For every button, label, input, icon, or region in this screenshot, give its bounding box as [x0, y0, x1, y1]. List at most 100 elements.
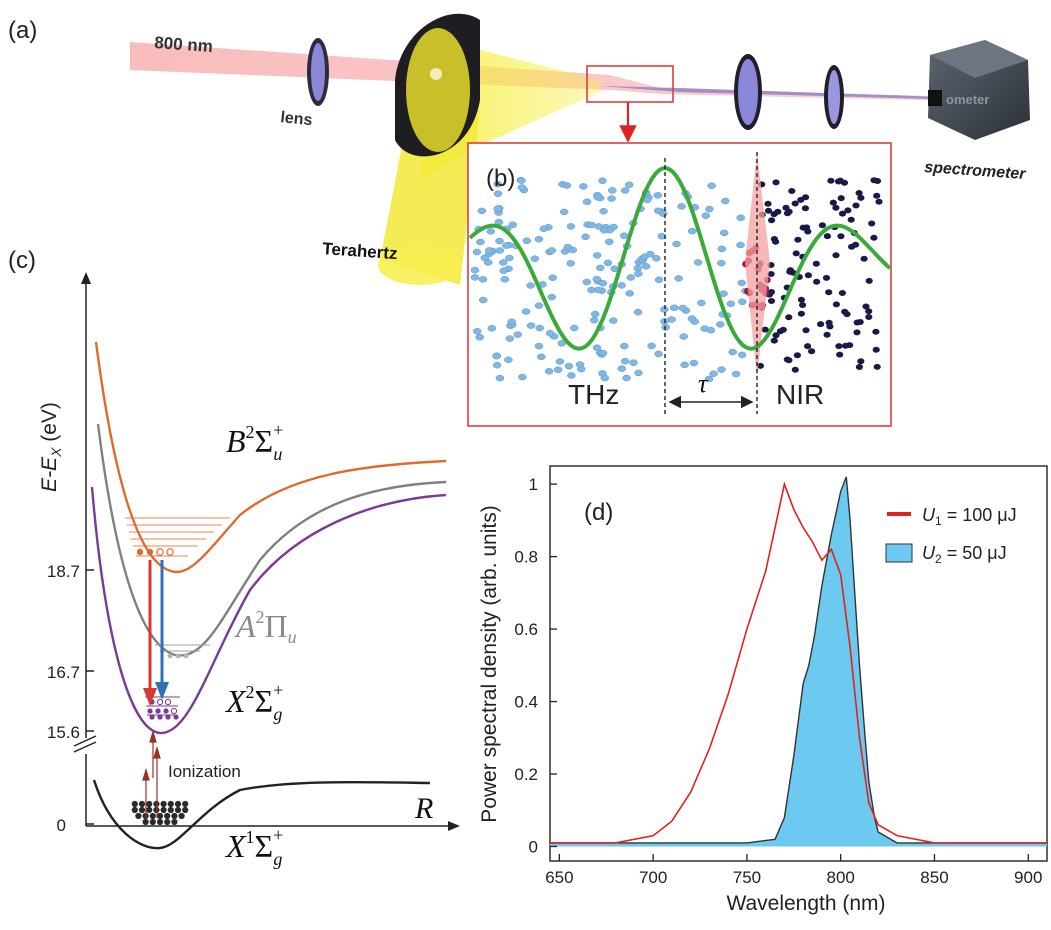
ground-state-parity: + — [273, 825, 283, 845]
thz-particle — [526, 322, 536, 329]
lens-label: lens — [280, 109, 314, 129]
ground-state-symmetry: g — [273, 849, 282, 869]
thz-particle — [617, 365, 627, 372]
x-tick-label: 850 — [920, 868, 948, 887]
y-axis-title: Power spectral density (arb. units) — [478, 505, 501, 822]
b-state-parity: + — [273, 420, 283, 440]
thz-particle — [619, 232, 629, 240]
nir-particle — [875, 198, 883, 205]
thz-particle — [737, 279, 746, 287]
thz-particle — [738, 298, 747, 306]
legend-label-series1: U1 = 100 μJ — [922, 505, 1017, 528]
thz-particle — [622, 374, 631, 382]
thz-particle — [634, 369, 643, 377]
nir-particle — [817, 321, 825, 328]
thz-particle — [534, 302, 544, 309]
nir-particle — [857, 194, 865, 201]
x-state-multiplicity: 2 — [246, 682, 255, 702]
thz-particle — [607, 195, 616, 202]
nir-particle — [836, 177, 844, 184]
lens-glass — [311, 43, 325, 101]
plot-frame — [549, 465, 1048, 862]
thz-particle — [539, 225, 549, 232]
legend-rest-1: = 100 μJ — [942, 505, 1017, 525]
legend-var-1: U — [922, 505, 936, 525]
thz-particle — [582, 278, 592, 286]
thz-particle — [736, 214, 745, 222]
thz-particle — [499, 259, 508, 266]
ground-particle — [142, 818, 149, 826]
thz-particle — [737, 351, 747, 359]
focus-region-box — [586, 65, 674, 103]
nir-particle — [772, 179, 780, 186]
thz-particle — [609, 317, 618, 324]
tick-label: 16.7 — [47, 663, 80, 682]
nir-particle — [873, 192, 881, 199]
thz-particle — [672, 240, 681, 248]
filter-lens-icon — [824, 65, 844, 129]
ground-particle — [174, 806, 182, 814]
thz-particle — [534, 342, 544, 350]
ground-particle — [149, 812, 156, 820]
thz-particle — [654, 350, 663, 358]
b-state-symmetry: u — [273, 444, 282, 464]
legend-var-2: U — [922, 543, 936, 563]
panel-b-inset: τ THz NIR (b) — [467, 142, 892, 427]
a-state-label: A2Πu — [234, 607, 297, 647]
thz-particle — [705, 205, 714, 213]
panel-d-label: (d) — [584, 499, 613, 526]
thz-particle — [475, 333, 484, 341]
nir-particle — [793, 352, 802, 359]
x-state-parity: + — [273, 680, 283, 700]
thz-particle — [521, 308, 531, 315]
thz-particle — [653, 192, 663, 199]
nir-particle — [768, 217, 776, 224]
nir-particle — [808, 348, 816, 355]
b-state-multiplicity: 2 — [246, 422, 255, 442]
nir-particle — [852, 202, 860, 209]
nir-particle — [801, 205, 810, 212]
tick-label: 15.6 — [47, 723, 80, 742]
x-axis-label: R — [414, 792, 433, 825]
ground-state-curve — [92, 779, 431, 850]
thz-particle — [487, 325, 497, 332]
ground-particle — [167, 806, 174, 814]
ground-particle — [146, 806, 153, 814]
ionization-label: Ionization — [168, 762, 241, 781]
panel-b-label: (b) — [486, 165, 515, 192]
nir-particle — [756, 362, 765, 369]
thz-particle — [687, 227, 697, 235]
thz-particle — [592, 275, 602, 283]
thz-particle — [626, 274, 636, 281]
thz-particle — [526, 282, 535, 289]
ground-state-letter: X — [224, 828, 247, 864]
thz-particle — [537, 353, 546, 361]
panel-d-spectrum-chart: 650 700 750 800 850 900 0 0.2 0.4 0.6 0.8 1 (d) Wav… — [478, 465, 1048, 915]
spectrometer-device-text: ometer — [946, 92, 989, 107]
thz-particle — [667, 316, 676, 323]
thz-particle — [590, 310, 600, 318]
thz-particle — [484, 247, 494, 254]
b-state-term: Σ — [255, 423, 274, 459]
thz-particle — [647, 342, 656, 350]
series-outline-2 — [550, 476, 1047, 844]
thz-particle — [575, 361, 585, 368]
legend-label-series2: U2 = 50 μJ — [922, 543, 1007, 566]
x-state-symmetry: g — [273, 704, 282, 724]
nir-particle — [860, 255, 868, 262]
parabolic-mirror-icon — [395, 13, 480, 157]
thz-particle — [472, 248, 482, 256]
nir-particle — [873, 178, 882, 184]
thz-particle — [634, 270, 643, 278]
thz-particle — [598, 177, 607, 184]
thz-particle — [687, 315, 697, 322]
ground-particle — [167, 800, 174, 808]
chart-ticks: 650 700 750 800 850 900 0 0.2 0.4 0.6 0.8 1 — [514, 475, 1042, 887]
legend: U1 = 100 μJ U2 = 50 μJ — [885, 505, 1017, 566]
ground-particle — [171, 812, 178, 820]
nir-particle — [838, 210, 847, 217]
ground-particle — [178, 812, 185, 820]
thz-particle — [495, 237, 504, 245]
nir-particle — [797, 296, 806, 303]
nir-particle — [872, 328, 880, 335]
